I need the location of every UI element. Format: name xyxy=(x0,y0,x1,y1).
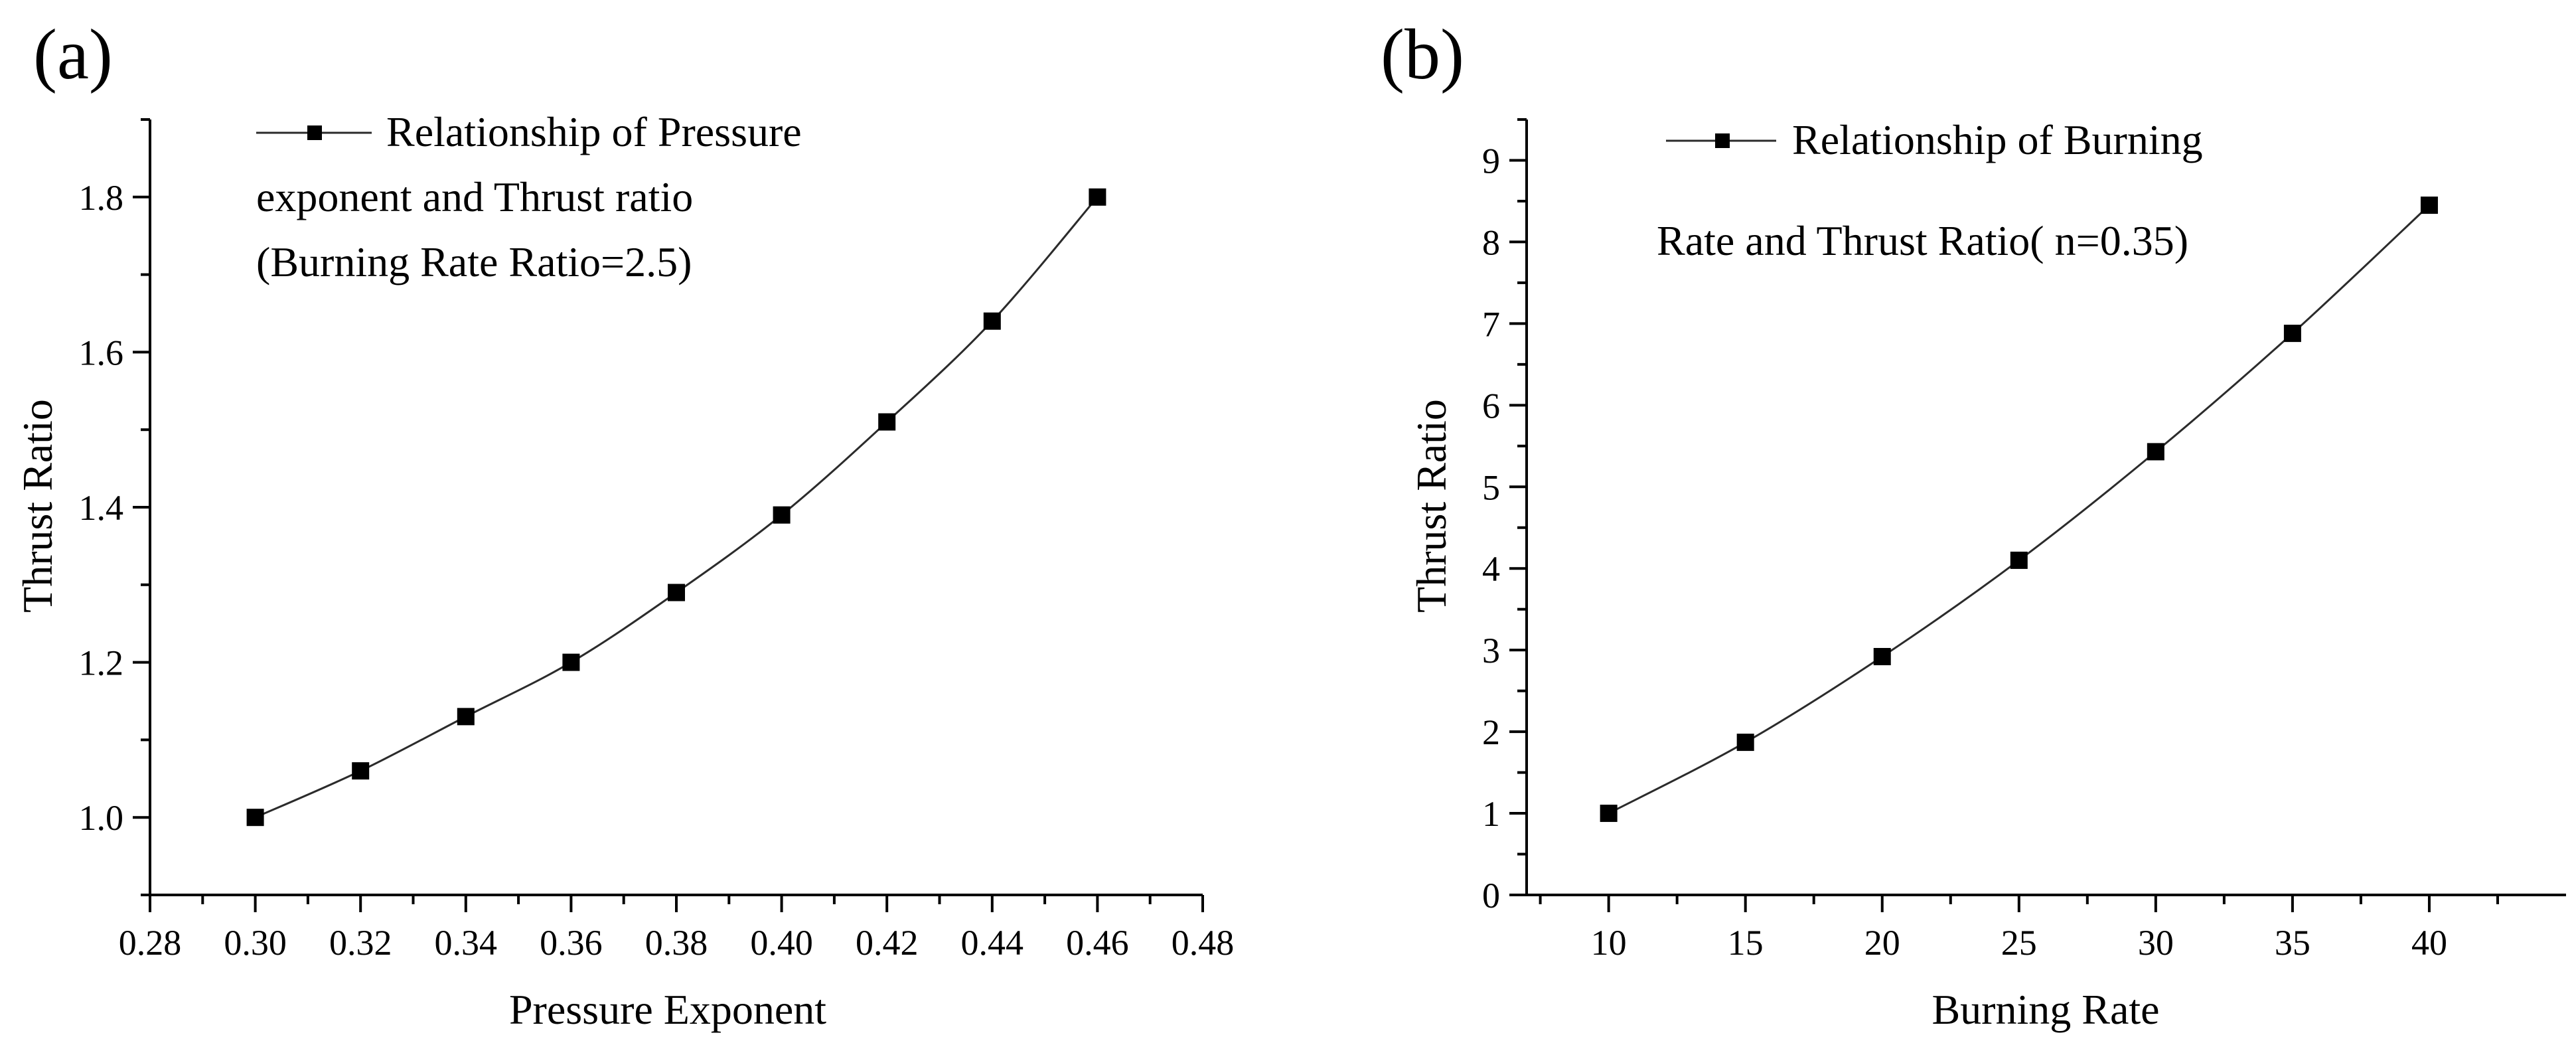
data-point-b xyxy=(2420,197,2438,214)
x-axis-title-b: Burning Rate xyxy=(1932,986,2159,1033)
x-tick-label-b: 10 xyxy=(1591,923,1627,963)
y-tick-label-a: 1.6 xyxy=(79,333,124,372)
x-tick-label-a: 0.28 xyxy=(119,923,182,963)
series-b xyxy=(1600,197,2438,823)
data-point-a xyxy=(668,584,685,601)
data-point-b xyxy=(2283,325,2301,343)
x-tick-label-a: 0.36 xyxy=(540,923,603,963)
x-tick-label-a: 0.44 xyxy=(961,923,1024,963)
legend-marker-a xyxy=(307,125,322,140)
y-tick-label-a: 1.8 xyxy=(79,178,124,218)
series-a xyxy=(246,188,1106,827)
y-ticks-b: 0 1 2 3 4 5 6 7 8 9 xyxy=(1482,118,1527,916)
x-tick-label-a: 0.32 xyxy=(329,923,392,963)
y-tick-label-b: 2 xyxy=(1482,712,1500,752)
axes-b xyxy=(1525,120,2566,896)
x-tick-label-a: 0.48 xyxy=(1172,923,1235,963)
y-tick-label-b: 3 xyxy=(1482,631,1500,671)
data-point-b xyxy=(2010,551,2028,569)
y-axis-title-a: Thrust Ratio xyxy=(14,399,61,613)
y-tick-label-b: 1 xyxy=(1482,794,1500,834)
y-tick-label-b: 5 xyxy=(1482,467,1500,507)
legend-marker-b xyxy=(1715,133,1730,148)
data-point-b xyxy=(1736,734,1754,752)
y-axis-title-b: Thrust Ratio xyxy=(1408,399,1455,613)
legend-text-line-a: exponent and Thrust ratio xyxy=(256,173,693,220)
series-line-a xyxy=(254,196,1099,819)
chart-panel-b: (b) 10 15 20 25 30 35 40 0 1 2 3 4 5 6 7 8 9 Relationsh… xyxy=(1381,15,2566,1033)
y-tick-label-b: 4 xyxy=(1482,549,1500,589)
legend-text-line-b: Relationship of Burning xyxy=(1792,116,2203,163)
legend-text-line-b: Rate and Thrust Ratio( n=0.35) xyxy=(1657,217,2188,264)
y-tick-label-b: 6 xyxy=(1482,386,1500,426)
x-tick-label-b: 25 xyxy=(2001,923,2037,963)
x-tick-label-a: 0.46 xyxy=(1066,923,1129,963)
x-tick-label-b: 20 xyxy=(1864,923,1900,963)
data-point-a xyxy=(983,312,1001,330)
y-tick-label-a: 1.0 xyxy=(79,798,124,838)
data-point-a xyxy=(562,653,580,671)
y-tick-label-b: 8 xyxy=(1482,222,1500,262)
x-tick-label-a: 0.40 xyxy=(750,923,813,963)
panel-label-a: (a) xyxy=(33,15,113,94)
y-ticks-a: 1.0 1.2 1.4 1.6 1.8 xyxy=(79,118,150,896)
data-point-a xyxy=(878,413,896,431)
x-tick-label-b: 30 xyxy=(2138,923,2174,963)
legend-b: Relationship of Burning Rate and Thrust R… xyxy=(1657,116,2203,264)
x-tick-label-a: 0.30 xyxy=(224,923,287,963)
data-point-b xyxy=(1873,647,1891,665)
x-ticks-a: 0.28 0.30 0.32 0.34 0.36 0.38 0.40 0.42 0.44 0.46… xyxy=(119,895,1235,963)
data-point-a xyxy=(246,809,264,827)
legend-a: Relationship of Pressure exponent and Thr… xyxy=(256,108,802,285)
legend-text-line-a: Relationship of Pressure xyxy=(386,108,802,155)
data-point-a xyxy=(1089,188,1106,206)
x-tick-label-b: 40 xyxy=(2411,923,2447,963)
x-tick-label-a: 0.42 xyxy=(856,923,919,963)
y-tick-label-b: 7 xyxy=(1482,304,1500,344)
x-tick-label-a: 0.34 xyxy=(435,923,498,963)
panel-label-b: (b) xyxy=(1381,15,1464,94)
x-tick-label-a: 0.38 xyxy=(645,923,708,963)
x-ticks-b: 10 15 20 25 30 35 40 xyxy=(1539,895,2499,963)
legend-text-line-a: (Burning Rate Ratio=2.5) xyxy=(256,238,692,285)
y-tick-label-a: 1.2 xyxy=(79,643,124,683)
y-tick-label-b: 9 xyxy=(1482,141,1500,181)
y-tick-label-a: 1.4 xyxy=(79,488,124,528)
x-tick-label-b: 15 xyxy=(1728,923,1764,963)
data-point-a xyxy=(457,708,475,726)
x-tick-label-b: 35 xyxy=(2275,923,2311,963)
chart-panel-a: (a) 0.28 0.30 0.32 0.34 0.36 0.38 0.40 0.42 0.44… xyxy=(14,15,1234,1033)
data-point-a xyxy=(352,762,370,780)
data-point-b xyxy=(2147,443,2164,461)
data-point-b xyxy=(1600,805,1618,823)
data-point-a xyxy=(773,506,791,524)
y-tick-label-b: 0 xyxy=(1482,876,1500,916)
x-axis-title-a: Pressure Exponent xyxy=(509,986,826,1033)
